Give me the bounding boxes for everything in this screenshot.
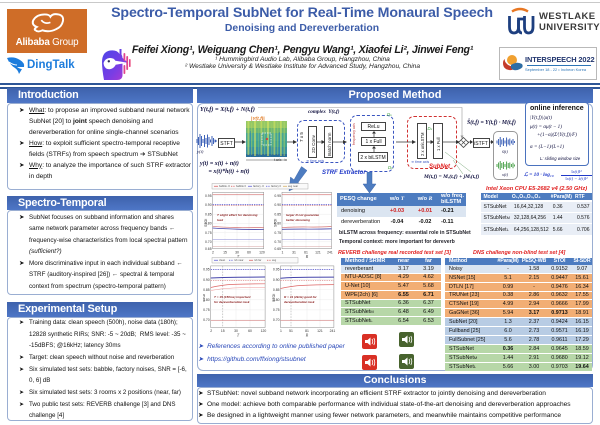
svg-text:STOI: STOI <box>272 294 276 302</box>
svg-text:factory 0: factory 0 <box>271 184 282 188</box>
svg-text:81: 81 <box>305 329 309 333</box>
svg-text:0.80: 0.80 <box>273 298 280 302</box>
svg-text:51: 51 <box>289 329 293 333</box>
svg-text:2: 2 <box>210 329 212 333</box>
svg-text:babble -6: babble -6 <box>219 184 230 188</box>
svg-text:T: T <box>237 254 240 259</box>
svg-text:0.75: 0.75 <box>274 231 281 235</box>
svg-text:babble 0: babble 0 <box>236 184 247 188</box>
svg-text:61: 61 <box>304 251 308 255</box>
svg-text:120: 120 <box>259 251 265 255</box>
svg-text:R: R <box>305 254 309 259</box>
svg-text:R = 31 (2kHz) good for: R = 31 (2kHz) good for <box>284 295 318 299</box>
svg-text:STOI: STOI <box>204 219 208 227</box>
svg-text:0.85: 0.85 <box>273 288 280 292</box>
svg-text:0.95: 0.95 <box>274 194 281 198</box>
svg-text:0.75: 0.75 <box>273 308 280 312</box>
svg-text:0.70: 0.70 <box>274 240 281 244</box>
svg-text:avg: avg <box>272 259 277 262</box>
svg-text:0.95: 0.95 <box>273 268 280 272</box>
svg-text:rvb far: rvb far <box>254 258 261 262</box>
svg-text:0.80: 0.80 <box>203 298 210 302</box>
svg-text:T slight effect for denoising: T slight effect for denoising <box>217 213 258 217</box>
svg-text:0.90: 0.90 <box>205 203 212 207</box>
svg-text:0.80: 0.80 <box>205 222 212 226</box>
svg-text:0.95: 0.95 <box>205 194 212 198</box>
svg-text:0.70: 0.70 <box>203 318 210 322</box>
svg-text:60: 60 <box>248 329 252 333</box>
svg-text:0.90: 0.90 <box>273 278 280 282</box>
svg-text:clean: clean <box>219 258 226 262</box>
svg-text:T = 15 (150ms) important: T = 15 (150ms) important <box>214 295 252 299</box>
svg-text:dereverberation task: dereverberation task <box>284 300 315 304</box>
svg-text:120: 120 <box>261 329 267 333</box>
svg-text:30: 30 <box>235 251 239 255</box>
svg-text:31: 31 <box>292 251 296 255</box>
svg-text:15: 15 <box>221 329 225 333</box>
svg-text:1: 1 <box>282 251 284 255</box>
svg-text:241: 241 <box>327 251 333 255</box>
svg-text:0.85: 0.85 <box>274 212 281 216</box>
svg-text:for dereverberation task: for dereverberation task <box>214 300 250 304</box>
svg-text:0.75: 0.75 <box>203 308 210 312</box>
svg-text:0.65: 0.65 <box>205 247 212 251</box>
svg-text:0.90: 0.90 <box>274 203 281 207</box>
svg-text:121: 121 <box>317 329 323 333</box>
svg-text:241: 241 <box>330 329 336 333</box>
svg-text:STOI: STOI <box>274 219 278 227</box>
svg-text:T: T <box>237 333 240 338</box>
svg-text:rvb near: rvb near <box>234 258 244 262</box>
svg-text:1: 1 <box>280 329 282 333</box>
svg-text:0.80: 0.80 <box>274 222 281 226</box>
svg-text:15: 15 <box>223 251 227 255</box>
svg-text:factory -6: factory -6 <box>253 184 264 188</box>
svg-text:STOI: STOI <box>203 294 206 302</box>
svg-text:0.65: 0.65 <box>274 247 281 251</box>
svg-text:0.90: 0.90 <box>203 278 210 282</box>
svg-text:2: 2 <box>212 251 214 255</box>
svg-text:avg near: avg near <box>288 184 298 188</box>
svg-text:larger R not guarantee: larger R not guarantee <box>286 213 319 217</box>
svg-text:0.95: 0.95 <box>203 268 210 272</box>
svg-text:0.75: 0.75 <box>205 231 212 235</box>
svg-text:0.85: 0.85 <box>203 288 210 292</box>
svg-text:0.85: 0.85 <box>205 212 212 216</box>
svg-text:121: 121 <box>315 251 321 255</box>
svg-text:better denoising: better denoising <box>286 218 310 222</box>
svg-text:task: task <box>217 218 223 222</box>
svg-text:R: R <box>305 333 309 338</box>
svg-text:60: 60 <box>247 251 251 255</box>
svg-text:t axis: t axis <box>274 158 282 161</box>
svg-text:30: 30 <box>234 329 238 333</box>
svg-text:0.70: 0.70 <box>273 318 280 322</box>
svg-text:0.70: 0.70 <box>205 240 212 244</box>
